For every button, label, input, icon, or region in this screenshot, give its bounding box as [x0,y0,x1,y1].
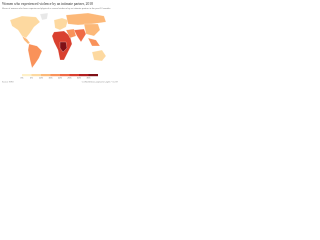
legend-swatch [31,74,41,77]
legend-label: 20% [58,78,62,80]
europe [53,17,69,31]
australia [91,49,107,62]
middle-east [65,28,77,39]
legend-label: 25% [67,78,71,80]
legend-swatch [88,74,98,77]
southeast-asia [87,37,101,47]
south-asia [73,28,87,43]
credit: OurWorldInData.org/women-rights • CC BY [82,81,119,84]
legend-label: 10% [39,78,43,80]
legend-swatch [50,74,60,77]
legend-label: 35% [86,78,90,80]
legend-label: 0% [21,78,24,80]
legend: 0% 5% 10% 15% 20% 25% 30% 35% [21,74,98,80]
east-asia [83,23,101,37]
legend-label: 5% [30,78,33,80]
legend-label: 30% [77,78,81,80]
legend-swatch [79,74,89,77]
source: Source: WHO [2,81,14,84]
legend-swatch [22,74,32,77]
legend-swatch [41,74,51,77]
south-america [27,43,43,69]
legend-swatch [60,74,70,77]
legend-label: 15% [48,78,52,80]
central-africa [59,41,68,53]
greenland [39,12,49,21]
north-america [9,15,41,39]
subtitle: Share of women who have experienced phys… [2,7,111,10]
title: Women who experienced violence by an int… [2,2,93,7]
central-america [21,35,31,45]
map-page: Women who experienced violence by an int… [2,2,119,84]
russia [65,12,107,26]
legend-swatch [69,74,79,77]
world-map [9,12,107,69]
